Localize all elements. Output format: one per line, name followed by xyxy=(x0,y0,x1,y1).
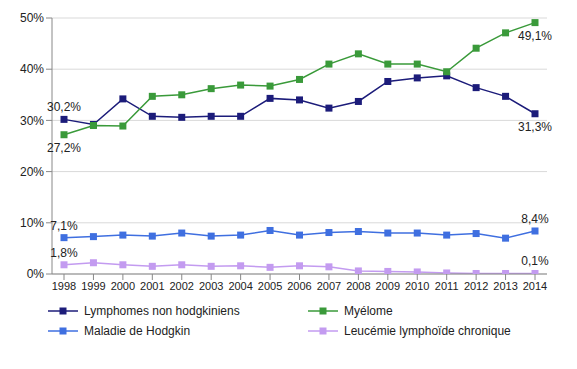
html-text:Leucémie lymphoïde chronique: Leucémie lymphoïde chronique xyxy=(344,324,511,338)
svg-text:30,2%: 30,2% xyxy=(47,100,81,114)
svg-text:1,8%: 1,8% xyxy=(50,246,78,260)
svg-text:2005: 2005 xyxy=(258,280,282,292)
svg-text:2014: 2014 xyxy=(523,280,547,292)
svg-text:2008: 2008 xyxy=(346,280,370,292)
svg-text:2013: 2013 xyxy=(493,280,517,292)
svg-text:2000: 2000 xyxy=(111,280,135,292)
svg-text:2003: 2003 xyxy=(199,280,223,292)
svg-text:49,1%: 49,1% xyxy=(518,29,552,43)
svg-text:30%: 30% xyxy=(20,114,44,128)
html-text:Lymphomes non hodgkiniens: Lymphomes non hodgkiniens xyxy=(84,304,240,318)
svg-text:50%: 50% xyxy=(20,11,44,25)
svg-text:1998: 1998 xyxy=(52,280,76,292)
svg-text:0,1%: 0,1% xyxy=(521,254,549,268)
svg-text:2011: 2011 xyxy=(435,280,459,292)
svg-text:7,1%: 7,1% xyxy=(50,219,78,233)
svg-text:2009: 2009 xyxy=(376,280,400,292)
html-text:Myélome: Myélome xyxy=(344,304,393,318)
svg-text:2007: 2007 xyxy=(317,280,341,292)
svg-text:2002: 2002 xyxy=(170,280,194,292)
svg-text:40%: 40% xyxy=(20,62,44,76)
svg-text:0%: 0% xyxy=(27,267,45,281)
svg-text:1999: 1999 xyxy=(81,280,105,292)
svg-text:2006: 2006 xyxy=(287,280,311,292)
html-text:Maladie de Hodgkin: Maladie de Hodgkin xyxy=(84,324,191,338)
svg-text:2010: 2010 xyxy=(405,280,429,292)
svg-text:2001: 2001 xyxy=(140,280,164,292)
svg-text:27,2%: 27,2% xyxy=(47,141,81,155)
svg-text:8,4%: 8,4% xyxy=(521,212,549,226)
svg-text:2004: 2004 xyxy=(228,280,252,292)
svg-text:2012: 2012 xyxy=(464,280,488,292)
svg-text:31,3%: 31,3% xyxy=(518,120,552,134)
svg-text:20%: 20% xyxy=(20,165,44,179)
svg-text:10%: 10% xyxy=(20,216,44,230)
